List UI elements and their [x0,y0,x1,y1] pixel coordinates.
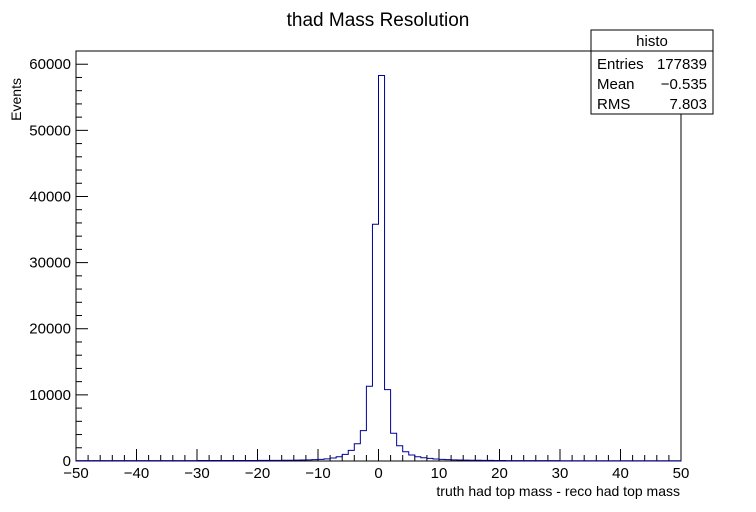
stats-box: histo Entries 177839 Mean −0.535 RMS 7.8… [590,29,714,115]
x-tick-label: −40 [124,465,149,482]
histogram-bin [348,450,354,461]
histogram-bin [336,457,342,461]
y-tick-label: 50000 [29,122,71,139]
x-tick-label: 10 [431,465,448,482]
y-tick-label: 10000 [29,387,71,404]
y-tick-label: 40000 [29,188,71,205]
y-axis-label: Events [8,78,24,121]
stats-entries-label: Entries [597,56,644,73]
y-tick-label: 20000 [29,321,71,338]
histogram-bin [379,75,385,461]
histogram-bin [415,457,421,461]
stats-box-frame [590,29,714,115]
histogram-bin [403,452,409,461]
histogram-bin [342,454,348,461]
histogram-bin [409,455,415,461]
y-tick-label: 60000 [29,56,71,73]
histogram-outline [75,74,682,462]
y-tick-label: 30000 [29,255,71,272]
histogram-bin [391,433,397,461]
histogram-bin [397,446,403,461]
stats-entries-value: 177839 [657,56,707,73]
stats-mean-value: −0.535 [661,76,707,93]
x-axis-label: truth had top mass - reco had top mass [436,483,680,499]
x-tick-label: 20 [491,465,508,482]
x-tick-label: −30 [184,465,209,482]
stats-rms-label: RMS [597,96,630,113]
histogram-bin [360,431,366,461]
histogram-bin [372,224,378,461]
histogram-bin [366,386,372,461]
stats-box-title: histo [636,33,668,50]
x-axis: −50 −40 −30 −20 −10 0 10 20 30 40 50 [63,449,689,482]
y-tick-label: 0 [63,453,71,470]
stats-rms-value: 7.803 [669,96,707,113]
y-axis: 0 10000 20000 30000 40000 50000 60000 [29,50,88,470]
histogram-bin [354,444,360,461]
x-tick-label: 40 [612,465,629,482]
x-tick-label: −20 [245,465,270,482]
chart-title: thad Mass Resolution [287,10,470,31]
x-tick-label: 30 [552,465,569,482]
x-tick-label: 50 [673,465,690,482]
x-tick-label: −10 [305,465,330,482]
stats-mean-label: Mean [597,76,635,93]
x-tick-label: −50 [63,465,88,482]
histogram-bin [385,390,391,461]
x-tick-label: 0 [374,465,382,482]
